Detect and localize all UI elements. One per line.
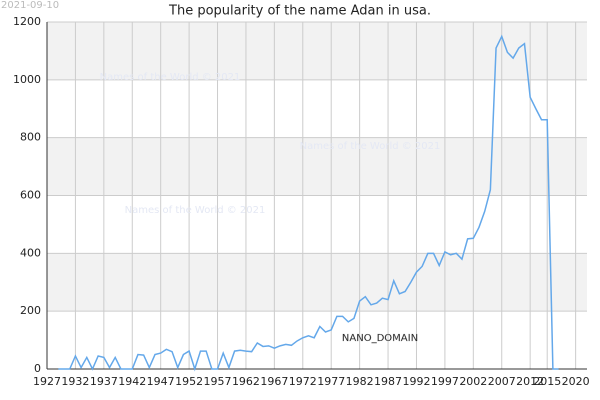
y-tick-label: 1200: [13, 15, 41, 28]
x-tick-label: 1992: [402, 375, 430, 388]
x-tick-label: 1972: [289, 375, 317, 388]
x-tick-label: 1962: [232, 375, 260, 388]
watermark: Names of the World © 2021: [300, 141, 441, 152]
date-stamp: 2021-09-10: [1, 0, 59, 11]
band: [47, 22, 587, 80]
x-tick-label: 1947: [147, 375, 175, 388]
series-line: [58, 34, 559, 372]
x-tick-label: 1937: [90, 375, 118, 388]
x-tick-label: 1982: [346, 375, 374, 388]
y-tick-label: 400: [20, 246, 41, 259]
x-tick-label: 1932: [61, 375, 89, 388]
y-tick-label: 200: [20, 304, 41, 317]
x-tick-label: 1977: [317, 375, 345, 388]
chart-title: The popularity of the name Adan in usa.: [168, 4, 431, 19]
x-tick-label: 1927: [33, 375, 61, 388]
x-tick-label: 1957: [204, 375, 232, 388]
x-tick-label: 1967: [260, 375, 288, 388]
domain-label: NANO_DOMAIN: [342, 333, 418, 344]
band: [47, 253, 587, 312]
x-tick-label: 2007: [488, 375, 516, 388]
watermark: Names of the World © 2021: [125, 205, 266, 216]
y-tick-label: 0: [34, 362, 41, 375]
band: [47, 137, 587, 196]
x-tick-label: 1987: [374, 375, 402, 388]
y-tick-label: 1000: [13, 73, 41, 86]
x-tick-label: 1997: [431, 375, 459, 388]
y-tick-label: 800: [20, 131, 41, 144]
watermark: Names of the World © 2021: [100, 72, 241, 83]
x-tick-label: 2015: [533, 375, 561, 388]
x-tick-label: 2012: [516, 375, 544, 388]
x-tick-label: 2020: [562, 375, 590, 388]
x-tick-label: 1952: [175, 375, 203, 388]
x-tick-label: 2002: [459, 375, 487, 388]
y-tick-label: 600: [20, 189, 41, 202]
x-tick-label: 1942: [118, 375, 146, 388]
